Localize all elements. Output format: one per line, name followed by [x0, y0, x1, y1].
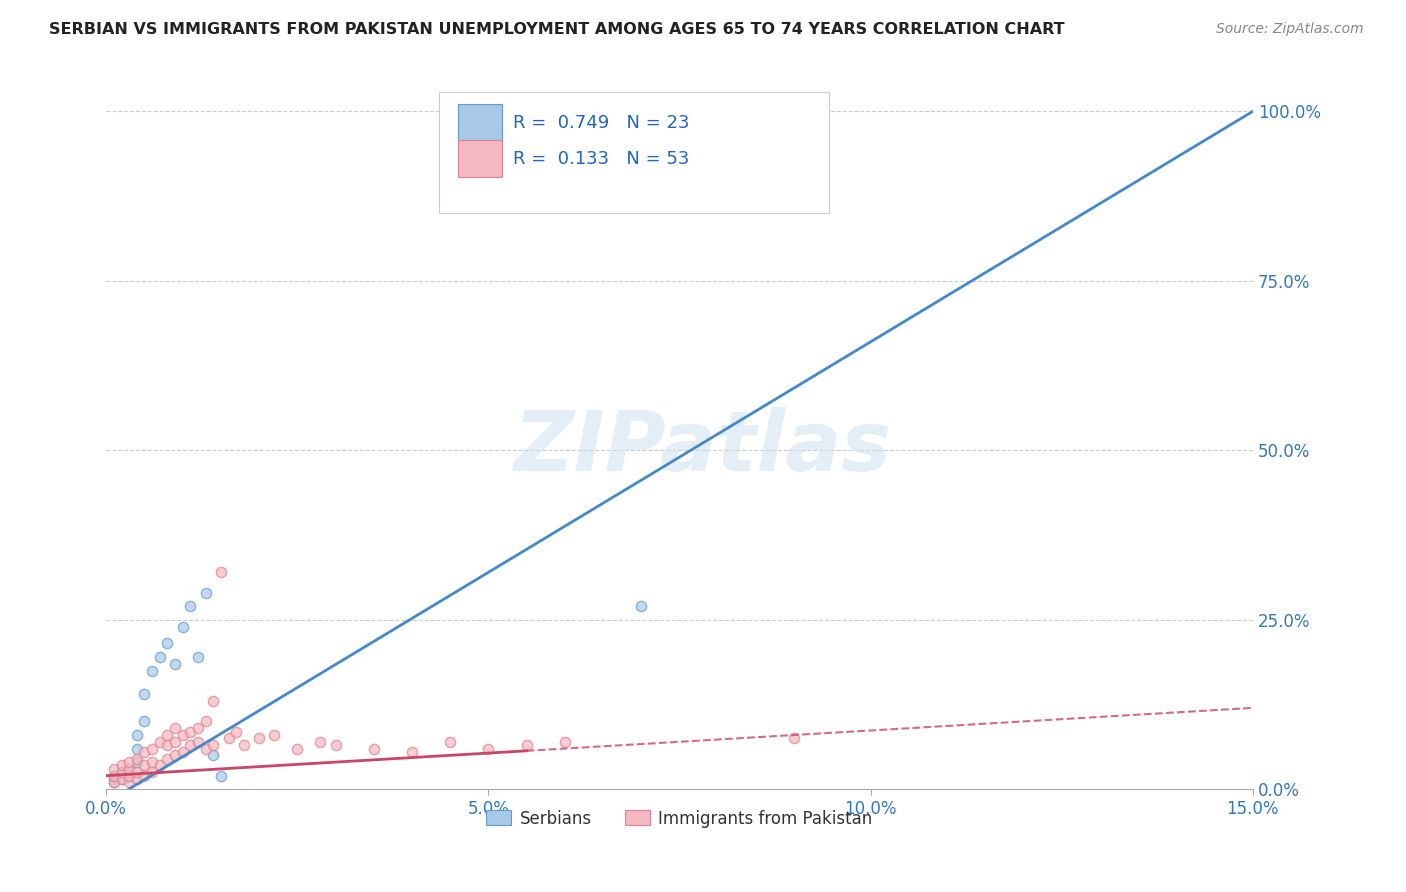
Point [179, 599, 201, 614]
Point [179, 738, 201, 752]
Point [134, 769, 156, 783]
Point [783, 104, 806, 119]
Point [149, 758, 172, 772]
Point [363, 741, 385, 756]
Point [134, 687, 156, 701]
Point [141, 755, 163, 769]
Text: R =  0.749   N = 23: R = 0.749 N = 23 [513, 114, 690, 132]
Point [110, 765, 132, 780]
Point [134, 758, 156, 772]
Point [156, 738, 179, 752]
Point [202, 748, 225, 763]
Point [401, 745, 423, 759]
Point [285, 741, 308, 756]
FancyBboxPatch shape [439, 92, 828, 212]
Point [125, 772, 148, 786]
Point [125, 755, 148, 769]
Point [325, 738, 347, 752]
Point [118, 762, 141, 776]
Point [118, 769, 141, 783]
Point [263, 728, 285, 742]
Point [783, 731, 806, 746]
FancyBboxPatch shape [458, 104, 502, 142]
Point [163, 721, 186, 735]
Point [477, 741, 499, 756]
Point [187, 650, 209, 665]
Point [179, 724, 201, 739]
Point [163, 657, 186, 671]
Point [194, 714, 217, 729]
Point [134, 714, 156, 729]
Point [103, 762, 125, 776]
Point [125, 752, 148, 766]
Point [439, 735, 461, 749]
Point [125, 741, 148, 756]
Point [149, 735, 172, 749]
Point [156, 728, 179, 742]
Point [118, 775, 141, 789]
Point [202, 738, 225, 752]
Point [141, 664, 163, 678]
Point [202, 694, 225, 708]
Point [103, 775, 125, 789]
Point [163, 735, 186, 749]
Point [110, 772, 132, 786]
Point [194, 741, 217, 756]
Point [118, 769, 141, 783]
Point [554, 735, 576, 749]
Point [103, 769, 125, 783]
Point [156, 752, 179, 766]
Point [125, 728, 148, 742]
Point [149, 650, 172, 665]
Point [156, 636, 179, 650]
Point [172, 745, 194, 759]
Text: Source: ZipAtlas.com: Source: ZipAtlas.com [1216, 22, 1364, 37]
Point [103, 769, 125, 783]
Point [163, 748, 186, 763]
Point [516, 738, 538, 752]
Point [187, 735, 209, 749]
Text: ZIPatlas: ZIPatlas [513, 407, 891, 488]
Text: SERBIAN VS IMMIGRANTS FROM PAKISTAN UNEMPLOYMENT AMONG AGES 65 TO 74 YEARS CORRE: SERBIAN VS IMMIGRANTS FROM PAKISTAN UNEM… [49, 22, 1064, 37]
Point [172, 619, 194, 633]
Point [110, 758, 132, 772]
Point [247, 731, 270, 746]
Text: R =  0.133   N = 53: R = 0.133 N = 53 [513, 150, 690, 168]
Point [309, 735, 332, 749]
Point [134, 745, 156, 759]
Point [209, 769, 232, 783]
Point [125, 765, 148, 780]
Point [103, 775, 125, 789]
Point [225, 724, 247, 739]
Point [141, 741, 163, 756]
Point [232, 738, 254, 752]
Point [141, 765, 163, 780]
Point [187, 721, 209, 735]
Point [110, 772, 132, 786]
Point [118, 762, 141, 776]
Point [172, 728, 194, 742]
Point [118, 755, 141, 769]
Point [110, 765, 132, 780]
Legend: Serbians, Immigrants from Pakistan: Serbians, Immigrants from Pakistan [479, 803, 879, 834]
Point [194, 585, 217, 599]
Point [209, 566, 232, 580]
Point [630, 599, 652, 614]
FancyBboxPatch shape [458, 140, 502, 178]
Point [218, 731, 240, 746]
